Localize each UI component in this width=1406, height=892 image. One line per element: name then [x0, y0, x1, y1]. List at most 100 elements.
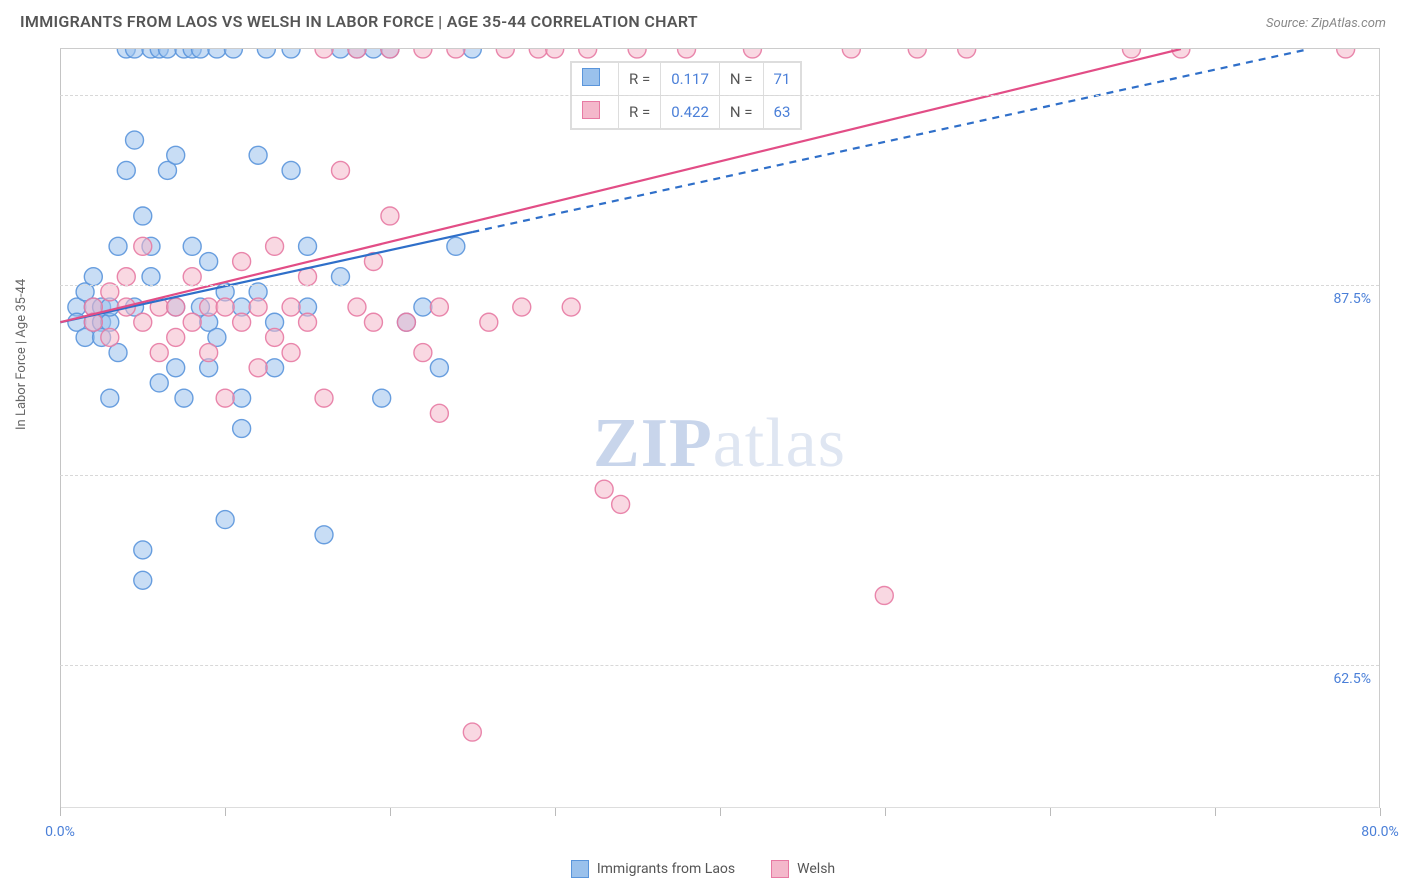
data-point — [348, 298, 366, 316]
data-point — [266, 328, 284, 346]
x-tick-label: 0.0% — [45, 824, 75, 840]
data-point — [216, 298, 234, 316]
legend-item: Immigrants from Laos — [571, 860, 735, 878]
data-point — [315, 49, 333, 58]
data-point — [381, 49, 399, 58]
data-point — [117, 161, 135, 179]
legend-label: Welsh — [797, 861, 835, 877]
data-point — [364, 313, 382, 331]
gridline — [60, 665, 1379, 666]
data-point — [134, 313, 152, 331]
legend-swatch — [572, 63, 619, 96]
x-tick — [225, 808, 226, 816]
legend-row: R =0.117N =71 — [572, 63, 801, 96]
data-point — [299, 237, 317, 255]
data-point — [150, 374, 168, 392]
data-point — [84, 268, 102, 286]
legend-row: R =0.422N =63 — [572, 96, 801, 129]
x-tick — [1380, 808, 1381, 816]
legend-r-label: R = — [619, 96, 661, 129]
y-tick-label: 62.5% — [1333, 671, 1371, 687]
data-point — [958, 49, 976, 58]
data-point — [200, 344, 218, 362]
legend-item: Welsh — [771, 860, 835, 878]
legend-r-value: 0.117 — [661, 63, 720, 96]
y-axis-label: In Labor Force | Age 35-44 — [14, 279, 29, 430]
gridline — [60, 95, 1379, 96]
y-tick-label: 87.5% — [1333, 291, 1371, 307]
data-point — [233, 420, 251, 438]
data-point — [282, 161, 300, 179]
data-point — [224, 49, 242, 58]
data-point — [175, 389, 193, 407]
data-point — [414, 344, 432, 362]
data-point — [414, 298, 432, 316]
legend-swatch — [771, 860, 789, 878]
data-point — [282, 344, 300, 362]
data-point — [183, 268, 201, 286]
data-point — [101, 389, 119, 407]
legend-n-value: 63 — [763, 96, 801, 129]
data-point — [1337, 49, 1355, 58]
data-point — [612, 495, 630, 513]
x-tick — [720, 808, 721, 816]
data-point — [364, 49, 382, 58]
data-point — [579, 49, 597, 58]
data-point — [216, 389, 234, 407]
legend-n-label: N = — [719, 96, 763, 129]
data-point — [332, 49, 350, 58]
x-tick — [1215, 808, 1216, 816]
gridline — [60, 285, 1379, 286]
data-point — [348, 49, 366, 58]
source-label: Source: ZipAtlas.com — [1266, 16, 1386, 31]
data-point — [109, 237, 127, 255]
data-point — [875, 586, 893, 604]
data-point — [282, 49, 300, 58]
data-point — [447, 49, 465, 58]
data-point — [299, 313, 317, 331]
data-point — [595, 480, 613, 498]
chart-title: IMMIGRANTS FROM LAOS VS WELSH IN LABOR F… — [20, 12, 698, 31]
data-point — [134, 207, 152, 225]
data-point — [233, 253, 251, 271]
legend-swatch — [571, 860, 589, 878]
data-point — [257, 49, 275, 58]
chart-area: ZIPatlas R =0.117N =71R =0.422N =63 62.5… — [60, 48, 1380, 808]
data-point — [208, 49, 226, 58]
data-point — [167, 328, 185, 346]
data-point — [513, 298, 531, 316]
data-point — [266, 237, 284, 255]
data-point — [430, 298, 448, 316]
data-point — [381, 207, 399, 225]
data-point — [200, 298, 218, 316]
data-point — [167, 359, 185, 377]
data-point — [183, 237, 201, 255]
x-tick — [555, 808, 556, 816]
data-point — [463, 723, 481, 741]
data-point — [562, 298, 580, 316]
data-point — [134, 237, 152, 255]
x-tick — [60, 808, 61, 816]
legend-n-label: N = — [719, 63, 763, 96]
data-point — [101, 328, 119, 346]
data-point — [249, 298, 267, 316]
data-point — [373, 389, 391, 407]
data-point — [430, 359, 448, 377]
x-tick — [885, 808, 886, 816]
scatter-plot — [60, 49, 1379, 808]
gridline — [60, 475, 1379, 476]
data-point — [397, 313, 415, 331]
data-point — [546, 49, 564, 58]
title-bar: IMMIGRANTS FROM LAOS VS WELSH IN LABOR F… — [0, 0, 1406, 39]
data-point — [315, 526, 333, 544]
data-point — [430, 404, 448, 422]
data-point — [134, 571, 152, 589]
data-point — [842, 49, 860, 58]
legend-swatch — [572, 96, 619, 129]
data-point — [150, 344, 168, 362]
data-point — [332, 268, 350, 286]
legend-r-value: 0.422 — [661, 96, 720, 129]
legend-label: Immigrants from Laos — [597, 861, 735, 877]
data-point — [463, 49, 481, 58]
x-tick — [390, 808, 391, 816]
